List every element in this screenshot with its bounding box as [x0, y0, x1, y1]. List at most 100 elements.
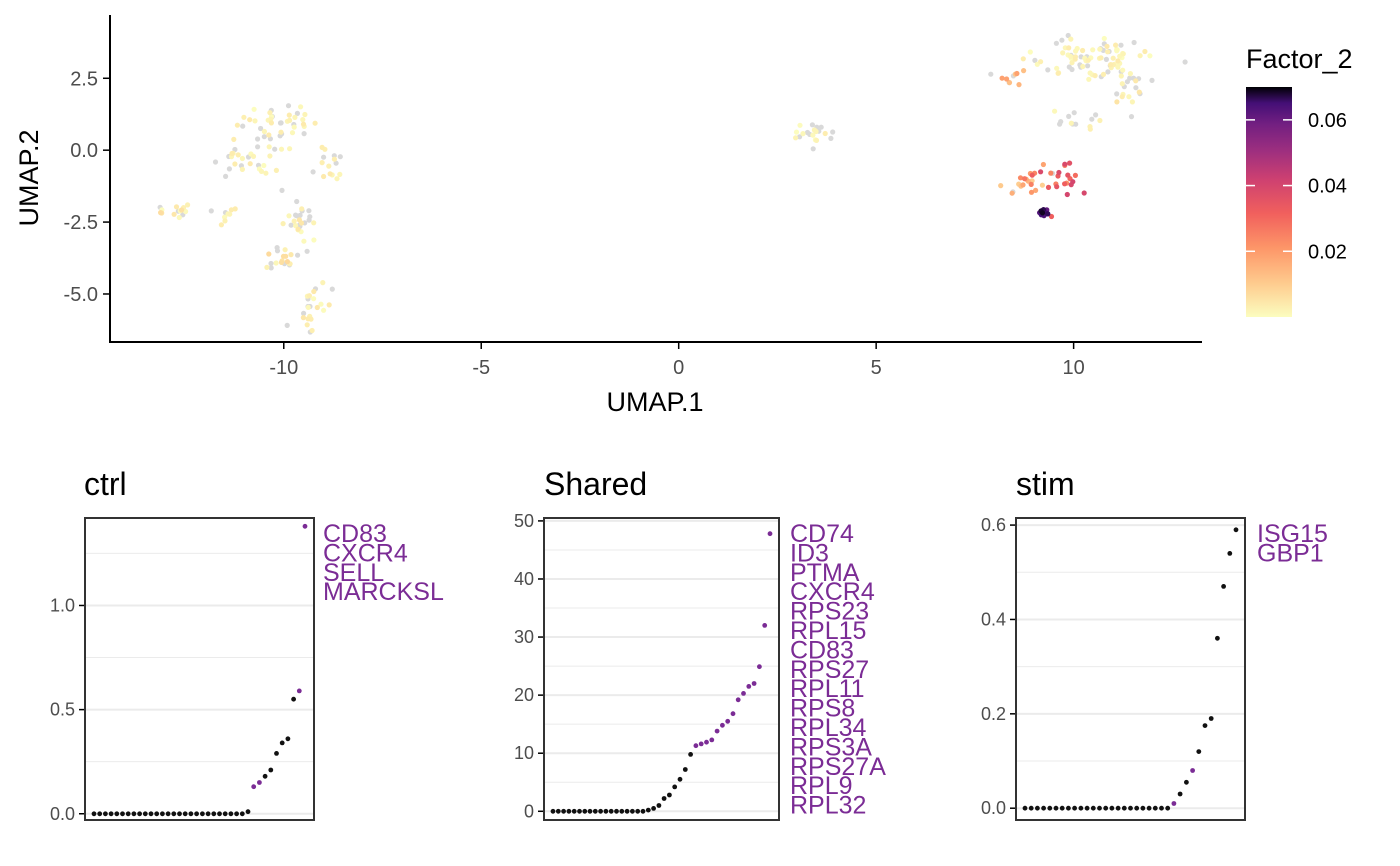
shared-point	[704, 739, 709, 745]
umap-point	[1032, 57, 1038, 64]
umap-point	[1072, 56, 1078, 62]
umap-point	[241, 114, 247, 120]
umap-point	[334, 176, 340, 182]
umap-point	[287, 146, 293, 152]
ctrl-point	[160, 811, 165, 817]
gene-label: RPL15	[790, 617, 866, 645]
umap-point	[301, 131, 307, 137]
shared-y-tick-label: 10	[514, 743, 534, 763]
umap-point	[1066, 45, 1072, 51]
umap-point	[1033, 187, 1039, 193]
umap-point	[319, 144, 325, 150]
umap-point	[307, 214, 313, 220]
stim-point	[1227, 551, 1233, 556]
legend-tick-label: 0.02	[1308, 241, 1347, 263]
umap-point	[251, 106, 257, 112]
umap-point	[226, 166, 232, 172]
umap-point	[1098, 55, 1104, 61]
shared-point	[619, 808, 625, 814]
umap-point	[1092, 73, 1098, 79]
umap-point	[223, 173, 229, 179]
umap-point	[255, 136, 261, 142]
umap-point	[319, 160, 325, 166]
stim-point	[1047, 805, 1053, 811]
umap-x-ticks: -10 -5 0 5 10	[269, 342, 1085, 379]
shared-point	[608, 808, 614, 814]
stim-point	[1090, 805, 1096, 811]
umap-point	[301, 238, 307, 244]
shared-y-tick-label: 0	[524, 801, 534, 821]
umap-point	[208, 208, 214, 214]
ctrl-point	[279, 740, 285, 746]
umap-point	[1022, 176, 1028, 182]
gene-label: RPL32	[790, 792, 866, 820]
umap-y-tick-label: 0.0	[70, 140, 98, 162]
stim-point	[1184, 779, 1189, 785]
stim-point	[1066, 805, 1071, 811]
ctrl-point	[222, 811, 228, 817]
gene-label: CD83	[323, 520, 387, 548]
umap-x-axis-title: UMAP.1	[606, 387, 703, 417]
umap-point	[311, 220, 317, 226]
umap-point	[1039, 210, 1046, 216]
umap-x-tick-label: 10	[1062, 357, 1084, 379]
shared-point	[592, 808, 598, 814]
stim-point	[1053, 805, 1059, 811]
stim-point	[1035, 805, 1040, 811]
gene-label: SELL	[323, 559, 384, 587]
umap-point	[326, 302, 332, 308]
umap-point	[240, 123, 246, 129]
umap-point	[280, 253, 287, 259]
umap-point	[247, 161, 253, 167]
umap-point	[261, 162, 267, 169]
ctrl-point	[239, 811, 245, 817]
umap-point	[258, 125, 264, 132]
umap-point	[314, 304, 320, 311]
umap-point	[212, 159, 219, 165]
umap-point	[1065, 172, 1071, 178]
umap-point	[1072, 172, 1078, 178]
umap-point	[1016, 82, 1022, 88]
umap-point	[289, 130, 296, 136]
shared-y-tick-label: 50	[514, 511, 534, 531]
legend-ticks: 0.02 0.04 0.06	[1246, 110, 1347, 263]
gene-label: RPS3A	[790, 733, 872, 761]
shared-point	[582, 808, 588, 814]
umap-point	[1100, 71, 1107, 77]
shared-point	[651, 806, 656, 811]
umap-point	[1105, 69, 1111, 75]
stim-point	[1140, 805, 1146, 811]
umap-point	[278, 259, 285, 265]
stim-point	[1028, 805, 1034, 811]
ctrl-point	[188, 811, 194, 817]
umap-point	[1029, 172, 1035, 178]
umap-point	[813, 137, 820, 143]
umap-point	[300, 315, 306, 321]
umap-point	[267, 110, 273, 116]
umap-point	[1045, 211, 1051, 217]
ctrl-point	[302, 523, 308, 529]
gene-label: RPS8	[790, 695, 855, 723]
umap-point	[809, 122, 816, 128]
gene-label: RPS27	[790, 656, 869, 684]
umap-point	[266, 251, 272, 257]
stim-point	[1084, 805, 1090, 811]
umap-point	[1028, 181, 1034, 187]
gene-label: CXCR4	[323, 539, 408, 567]
umap-point	[1028, 189, 1035, 195]
stim-point	[1041, 805, 1046, 811]
shared-point	[598, 808, 603, 814]
shared-point	[693, 743, 699, 749]
umap-point	[1054, 184, 1060, 190]
umap-point	[279, 187, 285, 193]
umap-point	[1103, 56, 1109, 63]
shared-y-tick-label: 40	[514, 569, 534, 589]
umap-point	[285, 103, 292, 109]
gene-label: CXCR4	[790, 578, 875, 606]
umap-point	[278, 146, 285, 152]
umap-point	[1114, 91, 1120, 97]
ctrl-point	[148, 811, 154, 817]
stim-point	[1208, 716, 1214, 721]
legend-colorbar	[1246, 87, 1292, 317]
umap-point	[1119, 94, 1125, 100]
